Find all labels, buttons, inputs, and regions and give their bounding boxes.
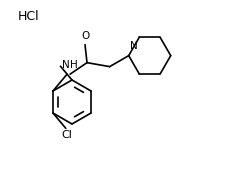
Text: Cl: Cl [61,130,72,140]
Text: O: O [81,31,89,41]
Text: H: H [69,60,77,70]
Text: N: N [62,60,70,70]
Text: HCl: HCl [18,10,39,22]
Text: N: N [129,41,137,51]
